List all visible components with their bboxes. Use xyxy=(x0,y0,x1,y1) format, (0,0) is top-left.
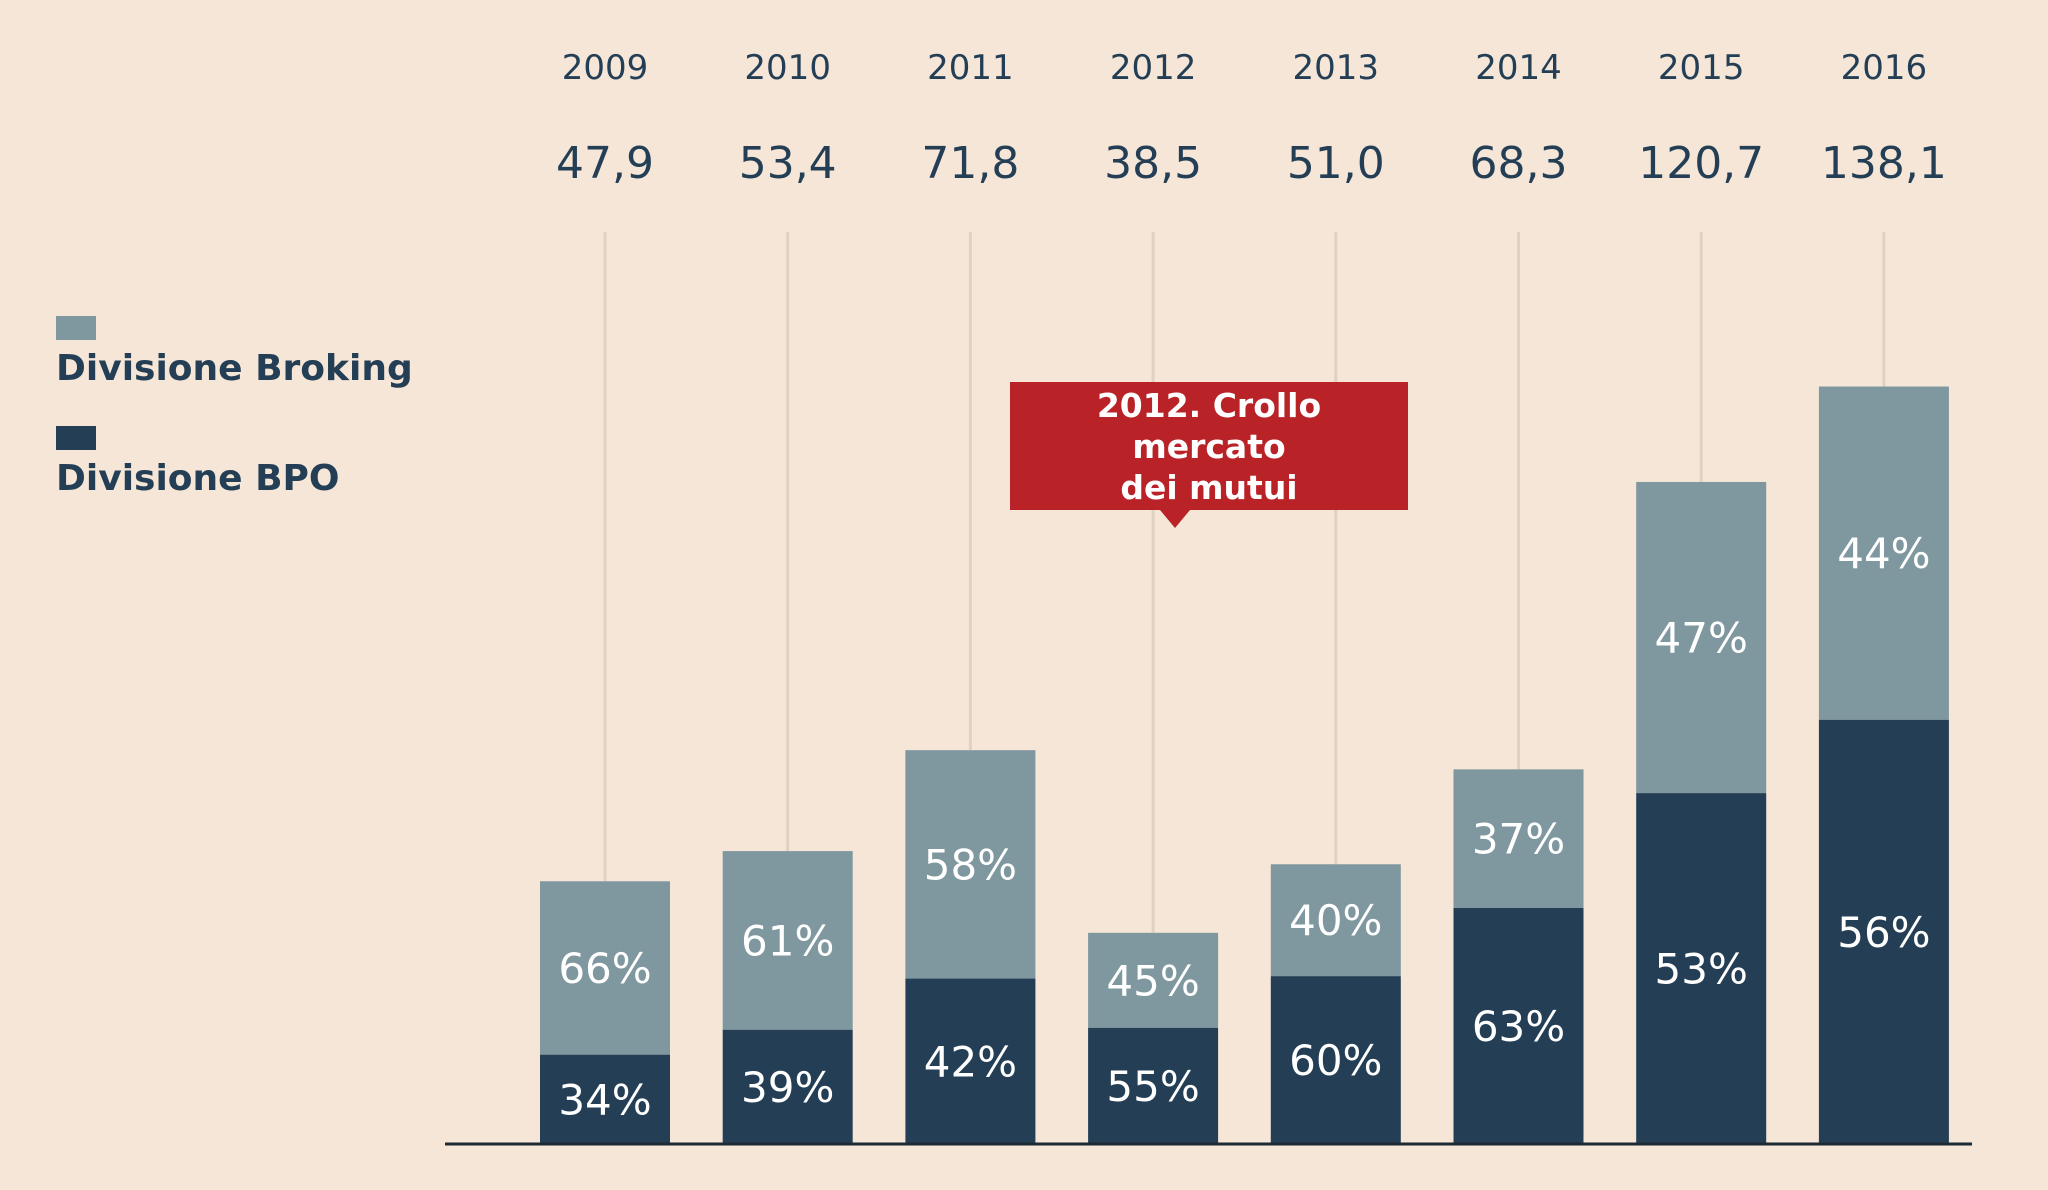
data-label-broking: 61% xyxy=(741,916,834,965)
total-label: 120,7 xyxy=(1638,138,1764,189)
bar-broking-2009 xyxy=(540,881,670,1055)
total-label: 51,0 xyxy=(1287,138,1385,189)
legend-swatch-bpo xyxy=(56,426,96,450)
data-label-bpo: 53% xyxy=(1655,945,1748,994)
data-label-bpo: 63% xyxy=(1472,1002,1565,1051)
bar-bpo-2009 xyxy=(540,1054,670,1144)
legend: Divisione Broking xyxy=(56,316,413,389)
year-label: 2015 xyxy=(1658,48,1745,88)
data-label-broking: 37% xyxy=(1472,815,1565,864)
bar-broking-2010 xyxy=(722,851,853,1030)
bar-bpo-2014 xyxy=(1453,907,1584,1144)
data-label-broking: 45% xyxy=(1106,956,1199,1005)
legend-label-broking: Divisione Broking xyxy=(56,348,413,389)
total-label: 71,8 xyxy=(921,138,1019,189)
bar-bpo-2012 xyxy=(1088,1027,1219,1144)
callout-line-1: 2012. Crollo mercato xyxy=(1096,385,1322,466)
total-label: 138,1 xyxy=(1821,138,1947,189)
data-label-broking: 66% xyxy=(558,944,651,993)
total-label: 53,4 xyxy=(739,138,837,189)
year-label: 2013 xyxy=(1293,48,1380,88)
bar-broking-2011 xyxy=(905,750,1036,979)
data-label-broking: 47% xyxy=(1655,614,1748,663)
bar-broking-2016 xyxy=(1818,386,1949,720)
data-label-bpo: 34% xyxy=(558,1075,651,1124)
year-label: 2011 xyxy=(927,48,1014,88)
data-label-bpo: 39% xyxy=(741,1063,834,1112)
year-label: 2016 xyxy=(1841,48,1928,88)
callout-line-2: dei mutui xyxy=(1120,467,1298,507)
data-label-bpo: 55% xyxy=(1106,1062,1199,1111)
callout-annotation: 2012. Crollo mercato dei mutui xyxy=(1010,382,1408,528)
legend-label-bpo: Divisione BPO xyxy=(56,458,340,499)
year-label: 2010 xyxy=(744,48,831,88)
data-label-broking: 58% xyxy=(924,840,1017,889)
data-label-broking: 40% xyxy=(1289,896,1382,945)
bar-broking-2012 xyxy=(1088,932,1219,1028)
data-label-bpo: 60% xyxy=(1289,1036,1382,1085)
legend: Divisione BPO xyxy=(56,426,340,499)
data-label-broking: 44% xyxy=(1837,529,1930,578)
bar-bpo-2013 xyxy=(1270,976,1401,1144)
year-label: 2009 xyxy=(562,48,649,88)
data-label-bpo: 56% xyxy=(1837,908,1930,957)
total-label: 38,5 xyxy=(1104,138,1202,189)
year-label: 2012 xyxy=(1110,48,1197,88)
bar-bpo-2011 xyxy=(905,978,1036,1144)
legend-swatch-broking xyxy=(56,316,96,340)
bar-broking-2014 xyxy=(1453,769,1584,908)
bar-bpo-2010 xyxy=(722,1029,853,1144)
year-label: 2014 xyxy=(1475,48,1562,88)
bar-bpo-2016 xyxy=(1818,719,1949,1144)
bar-broking-2015 xyxy=(1636,481,1767,794)
bar-bpo-2015 xyxy=(1636,793,1767,1144)
callout-pointer xyxy=(1160,510,1190,528)
bar-broking-2013 xyxy=(1270,864,1401,977)
data-label-bpo: 42% xyxy=(924,1037,1017,1086)
total-label: 47,9 xyxy=(556,138,654,189)
total-label: 68,3 xyxy=(1470,138,1568,189)
